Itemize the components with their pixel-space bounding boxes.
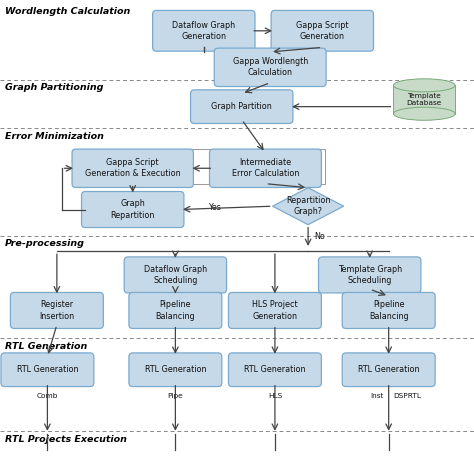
FancyBboxPatch shape: [129, 353, 222, 387]
FancyBboxPatch shape: [124, 257, 227, 293]
Text: Pipeline
Balancing: Pipeline Balancing: [369, 301, 409, 320]
Text: Repartition
Graph?: Repartition Graph?: [286, 196, 330, 216]
FancyBboxPatch shape: [214, 48, 326, 87]
Text: Inst: Inst: [370, 393, 383, 400]
Text: Dataflow Graph
Scheduling: Dataflow Graph Scheduling: [144, 265, 207, 285]
Polygon shape: [273, 188, 344, 225]
Text: Template
Database: Template Database: [407, 93, 442, 106]
Text: Register
Insertion: Register Insertion: [39, 301, 74, 320]
Ellipse shape: [393, 107, 455, 120]
FancyBboxPatch shape: [393, 85, 455, 114]
FancyBboxPatch shape: [153, 10, 255, 51]
FancyBboxPatch shape: [228, 292, 321, 328]
FancyBboxPatch shape: [342, 353, 435, 387]
Text: Intermediate
Error Calculation: Intermediate Error Calculation: [232, 158, 299, 178]
Text: RTL Generation: RTL Generation: [358, 365, 419, 374]
FancyBboxPatch shape: [10, 292, 103, 328]
Text: RTL Generation: RTL Generation: [5, 342, 87, 351]
FancyBboxPatch shape: [210, 149, 321, 188]
Text: RTL Projects Execution: RTL Projects Execution: [5, 435, 127, 444]
Text: Gappa Script
Generation: Gappa Script Generation: [296, 21, 348, 41]
FancyBboxPatch shape: [319, 257, 421, 293]
Text: Template Graph
Scheduling: Template Graph Scheduling: [337, 265, 402, 285]
Text: Pipeline
Balancing: Pipeline Balancing: [155, 301, 195, 320]
Text: HLS Project
Generation: HLS Project Generation: [252, 301, 298, 320]
Text: HLS: HLS: [268, 393, 282, 400]
Text: Pipe: Pipe: [168, 393, 183, 400]
FancyBboxPatch shape: [72, 149, 193, 188]
Text: DSPRTL: DSPRTL: [393, 393, 422, 400]
Text: RTL Generation: RTL Generation: [17, 365, 78, 374]
Text: Comb: Comb: [36, 393, 58, 400]
FancyBboxPatch shape: [1, 353, 94, 387]
Text: RTL Generation: RTL Generation: [244, 365, 306, 374]
Text: Gappa Wordlength
Calculation: Gappa Wordlength Calculation: [233, 57, 308, 77]
Ellipse shape: [393, 79, 455, 92]
Text: Yes: Yes: [208, 203, 221, 212]
FancyBboxPatch shape: [191, 90, 293, 124]
FancyBboxPatch shape: [342, 292, 435, 328]
Text: Dataflow Graph
Generation: Dataflow Graph Generation: [172, 21, 236, 41]
FancyBboxPatch shape: [129, 292, 222, 328]
Text: Pre-processing: Pre-processing: [5, 239, 85, 248]
Text: Graph Partitioning: Graph Partitioning: [5, 83, 103, 92]
Text: Graph
Repartition: Graph Repartition: [110, 200, 155, 219]
Text: Graph Partition: Graph Partition: [211, 102, 272, 111]
FancyBboxPatch shape: [271, 10, 374, 51]
Text: Wordlength Calculation: Wordlength Calculation: [5, 7, 130, 16]
Text: Gappa Script
Generation & Execution: Gappa Script Generation & Execution: [85, 158, 181, 178]
FancyBboxPatch shape: [228, 353, 321, 387]
Text: Error Minimization: Error Minimization: [5, 132, 104, 141]
Text: RTL Generation: RTL Generation: [145, 365, 206, 374]
FancyBboxPatch shape: [82, 191, 184, 228]
Text: No: No: [315, 232, 325, 241]
